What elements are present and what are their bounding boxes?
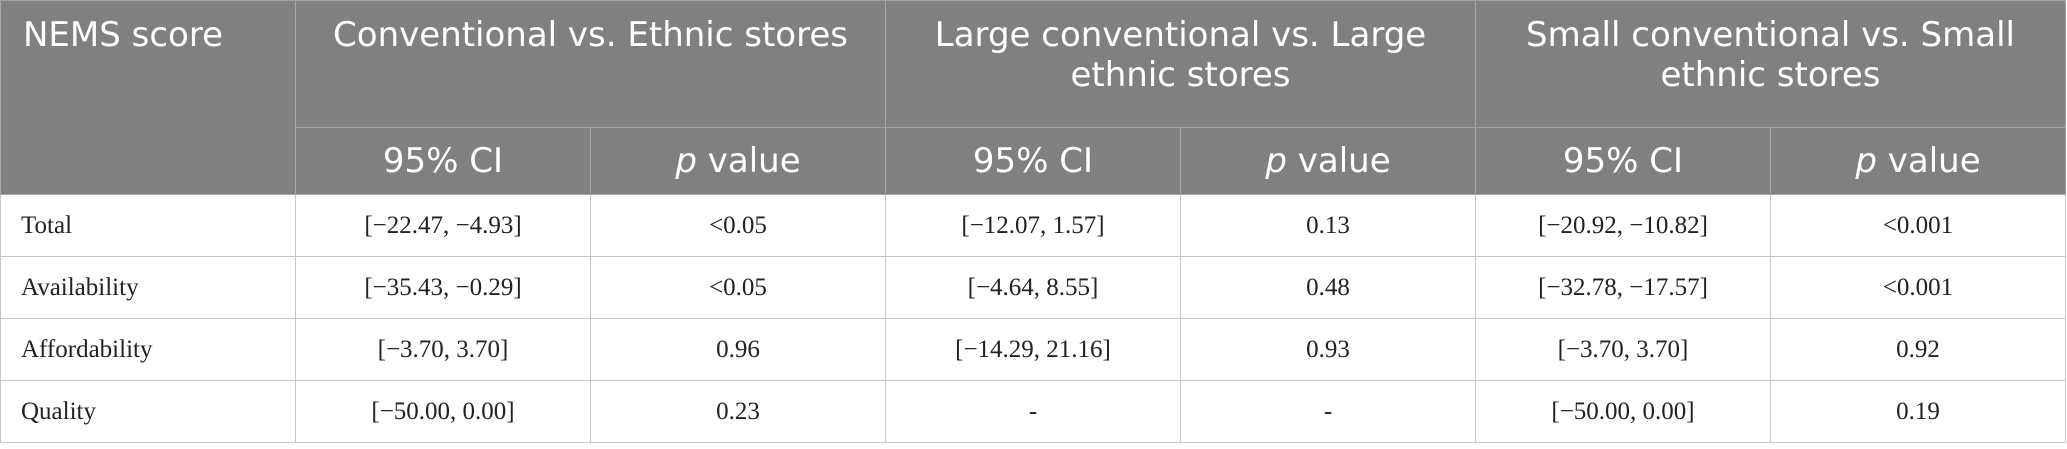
subheader: 95% CI (885, 127, 1181, 195)
header-row: NEMS score Conventional vs. Ethnic store… (0, 0, 2066, 195)
subheader-text: value (1887, 141, 1981, 181)
cell: [−35.43, −0.29] (295, 256, 591, 319)
subheader-row: 95% CI p value 95% CI p value 95% CI p value (1, 127, 2066, 195)
cell: <0.001 (1770, 256, 2066, 319)
subheader: p value (1770, 127, 2066, 195)
cell: <0.05 (590, 194, 886, 257)
cell: 0.96 (590, 318, 886, 381)
row-header: Availability (0, 256, 296, 319)
group-header: Conventional vs. Ethnic stores (295, 0, 886, 128)
cell: [−32.78, −17.57] (1475, 256, 1771, 319)
cell: 0.48 (1180, 256, 1476, 319)
table-body: Total [−22.47, −4.93] <0.05 [−12.07, 1.57] 0… (0, 194, 2066, 443)
subheader-text: value (707, 141, 801, 181)
subheader-text: value (1297, 141, 1391, 181)
subheader-italic: p (675, 141, 697, 181)
table-row: Availability [−35.43, −0.29] <0.05 [−4.64, … (0, 256, 2066, 319)
cell: [−3.70, 3.70] (295, 318, 591, 381)
cell: 0.92 (1770, 318, 2066, 381)
subheader-text: 95% CI (1562, 141, 1684, 181)
cell: [−50.00, 0.00] (1475, 380, 1771, 443)
subheader-text: 95% CI (382, 141, 504, 181)
cell: <0.001 (1770, 194, 2066, 257)
cell: [−50.00, 0.00] (295, 380, 591, 443)
cell: [−4.64, 8.55] (885, 256, 1181, 319)
table-row: Affordability [−3.70, 3.70] 0.96 [−14.29, 2… (0, 318, 2066, 381)
group-header: Small conventional vs. Small ethnic stor… (1475, 0, 2066, 128)
subheader: 95% CI (1475, 127, 1771, 195)
cell: - (1180, 380, 1476, 443)
cell: [−14.29, 21.16] (885, 318, 1181, 381)
row-header: Affordability (0, 318, 296, 381)
cell: 0.23 (590, 380, 886, 443)
row-header: Quality (0, 380, 296, 443)
table-row: Total [−22.47, −4.93] <0.05 [−12.07, 1.57] 0… (0, 194, 2066, 257)
cell: 0.93 (1180, 318, 1476, 381)
cell: [−20.92, −10.82] (1475, 194, 1771, 257)
row-header: Total (0, 194, 296, 257)
cell: [−12.07, 1.57] (885, 194, 1181, 257)
subheader-italic: p (1265, 141, 1287, 181)
cell: 0.13 (1180, 194, 1476, 257)
cell: 0.19 (1770, 380, 2066, 443)
cell: [−3.70, 3.70] (1475, 318, 1771, 381)
table-row: Quality [−50.00, 0.00] 0.23- - [−50.00, 0.00… (0, 380, 2066, 443)
cell: [−22.47, −4.93] (295, 194, 591, 257)
subheader: p value (1180, 127, 1476, 195)
subheader-italic: p (1855, 141, 1877, 181)
group-header: Large conventional vs. Large ethnic stor… (885, 0, 1476, 128)
cell: - (885, 380, 1181, 443)
subheader: 95% CI (295, 127, 591, 195)
corner-header: NEMS score (0, 0, 296, 195)
cell: <0.05 (590, 256, 886, 319)
subheader-text: 95% CI (972, 141, 1094, 181)
subheader: p value (590, 127, 886, 195)
table-header: NEMS score Conventional vs. Ethnic store… (0, 0, 2066, 195)
